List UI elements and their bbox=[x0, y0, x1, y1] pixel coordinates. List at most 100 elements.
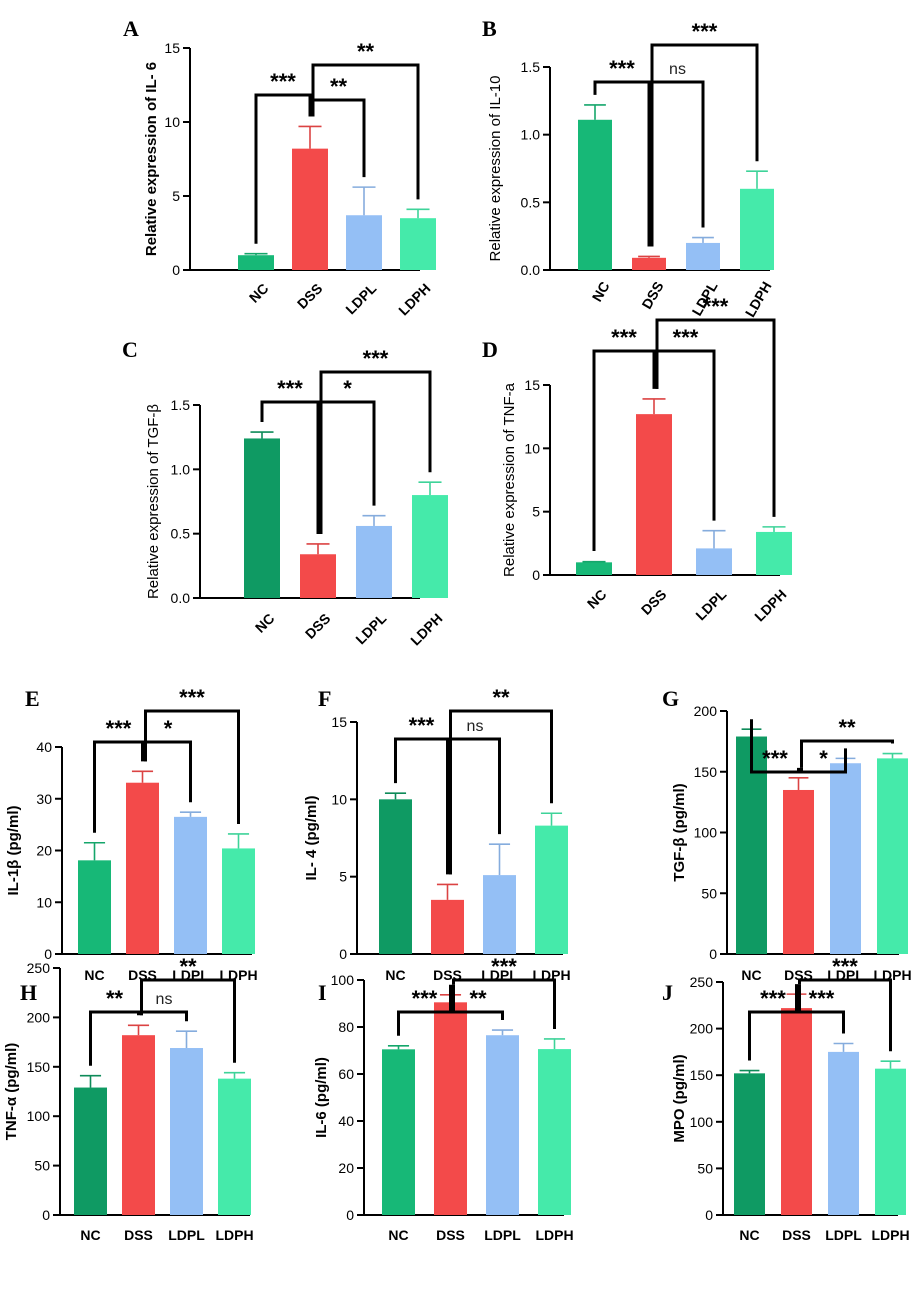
bar-dss bbox=[122, 1035, 155, 1215]
y-tick-label: 1.5 bbox=[521, 59, 541, 75]
significance-bracket bbox=[592, 349, 656, 551]
bar-nc bbox=[576, 562, 612, 575]
significance-label: *** bbox=[412, 986, 438, 1011]
chart-panel-h: H 0 50 100 150 200 250 TNF-α (pg/ml) NC DSS LDPL LD… bbox=[3, 954, 254, 1243]
bar-ldph bbox=[218, 1078, 251, 1215]
y-tick-label: 10 bbox=[164, 114, 180, 130]
x-category-label: NC bbox=[252, 610, 278, 636]
significance-label: *** bbox=[832, 954, 858, 979]
significance-label: *** bbox=[611, 325, 637, 350]
panel-label: A bbox=[123, 16, 139, 41]
bar-ldpl bbox=[170, 1048, 203, 1215]
y-tick-label: 30 bbox=[36, 791, 52, 807]
y-tick-label: 100 bbox=[690, 1114, 714, 1130]
bar-ldpl bbox=[174, 816, 207, 954]
significance-label: ns bbox=[156, 991, 173, 1008]
bar-nc bbox=[379, 799, 412, 954]
panel-label: H bbox=[20, 980, 37, 1005]
bar-ldpl bbox=[686, 242, 720, 270]
y-axis-title: IL-1β (pg/ml) bbox=[5, 806, 22, 896]
y-tick-label: 5 bbox=[172, 188, 180, 204]
x-category-label: NC bbox=[584, 586, 610, 612]
significance-bracket bbox=[449, 737, 501, 875]
y-tick-label: 100 bbox=[27, 1108, 51, 1124]
y-axis-title: Relative expression of TGF-β bbox=[145, 404, 162, 599]
significance-label: ** bbox=[357, 39, 375, 64]
x-category-label: LDPH bbox=[742, 279, 775, 320]
bar-ldpl bbox=[696, 548, 732, 575]
significance-label: *** bbox=[809, 986, 835, 1011]
panel-label: J bbox=[662, 980, 673, 1005]
significance-label: * bbox=[164, 716, 173, 741]
x-category-label: LDPL bbox=[825, 1227, 862, 1243]
x-category-label: NC bbox=[741, 967, 761, 983]
significance-label: ns bbox=[669, 61, 686, 78]
y-tick-label: 0 bbox=[42, 1207, 50, 1223]
panel-label: G bbox=[662, 686, 679, 711]
x-category-label: NC bbox=[84, 967, 104, 983]
y-tick-label: 250 bbox=[27, 960, 51, 976]
significance-label: *** bbox=[363, 346, 389, 371]
significance-label: *** bbox=[609, 56, 635, 81]
bar-ldph bbox=[400, 218, 436, 270]
x-category-label: LDPH bbox=[407, 610, 445, 648]
significance-label: ns bbox=[467, 718, 484, 735]
y-tick-label: 0 bbox=[172, 262, 180, 278]
significance-bracket bbox=[140, 1010, 188, 1022]
y-tick-label: 60 bbox=[338, 1066, 354, 1082]
y-tick-label: 0 bbox=[346, 1207, 354, 1223]
bar-ldpl bbox=[483, 875, 516, 954]
panel-label: C bbox=[122, 337, 138, 362]
y-tick-label: 0 bbox=[709, 946, 717, 962]
bar-ldph bbox=[877, 758, 908, 954]
y-tick-label: 1.0 bbox=[171, 461, 191, 477]
bar-ldph bbox=[535, 825, 568, 954]
x-category-label: DSS bbox=[638, 279, 666, 312]
y-tick-label: 50 bbox=[697, 1160, 713, 1176]
significance-bracket bbox=[800, 739, 894, 768]
y-tick-label: 10 bbox=[524, 440, 540, 456]
y-tick-label: 150 bbox=[27, 1059, 51, 1075]
bar-ldpl bbox=[828, 1051, 859, 1215]
y-tick-label: 5 bbox=[532, 504, 540, 520]
bar-ldpl bbox=[346, 215, 382, 270]
x-category-label: NC bbox=[246, 280, 272, 306]
x-category-label: LDPL bbox=[342, 280, 379, 317]
bar-dss bbox=[781, 1008, 812, 1215]
y-tick-label: 15 bbox=[331, 714, 347, 730]
x-category-label: LDPH bbox=[535, 1227, 573, 1243]
panel-label: D bbox=[482, 337, 498, 362]
significance-bracket bbox=[254, 93, 312, 244]
significance-bracket bbox=[452, 984, 504, 1021]
significance-label: *** bbox=[106, 716, 132, 741]
y-tick-label: 0.0 bbox=[521, 262, 541, 278]
y-tick-label: 20 bbox=[338, 1160, 354, 1176]
significance-label: *** bbox=[673, 325, 699, 350]
x-category-label: LDPL bbox=[352, 610, 389, 647]
y-tick-label: 0 bbox=[44, 946, 52, 962]
significance-bracket bbox=[798, 984, 845, 1034]
significance-bracket bbox=[800, 748, 847, 774]
y-tick-label: 80 bbox=[338, 1019, 354, 1035]
bar-nc bbox=[74, 1087, 107, 1215]
significance-bracket bbox=[93, 740, 144, 833]
significance-label: ** bbox=[838, 715, 856, 740]
x-category-label: NC bbox=[739, 1227, 759, 1243]
x-category-label: DSS bbox=[436, 1227, 465, 1243]
significance-bracket bbox=[748, 984, 798, 1061]
significance-label: ** bbox=[492, 685, 510, 710]
bar-ldpl bbox=[486, 1035, 519, 1215]
significance-label: ** bbox=[106, 986, 124, 1011]
y-tick-label: 0.5 bbox=[521, 194, 541, 210]
significance-label: ** bbox=[179, 954, 197, 979]
bar-nc bbox=[578, 119, 612, 270]
y-tick-label: 150 bbox=[694, 764, 718, 780]
significance-label: *** bbox=[692, 19, 718, 44]
bar-ldph bbox=[222, 848, 255, 954]
y-tick-label: 150 bbox=[690, 1067, 714, 1083]
bar-dss bbox=[431, 899, 464, 954]
significance-label: * bbox=[343, 376, 352, 401]
x-category-label: DSS bbox=[124, 1227, 153, 1243]
